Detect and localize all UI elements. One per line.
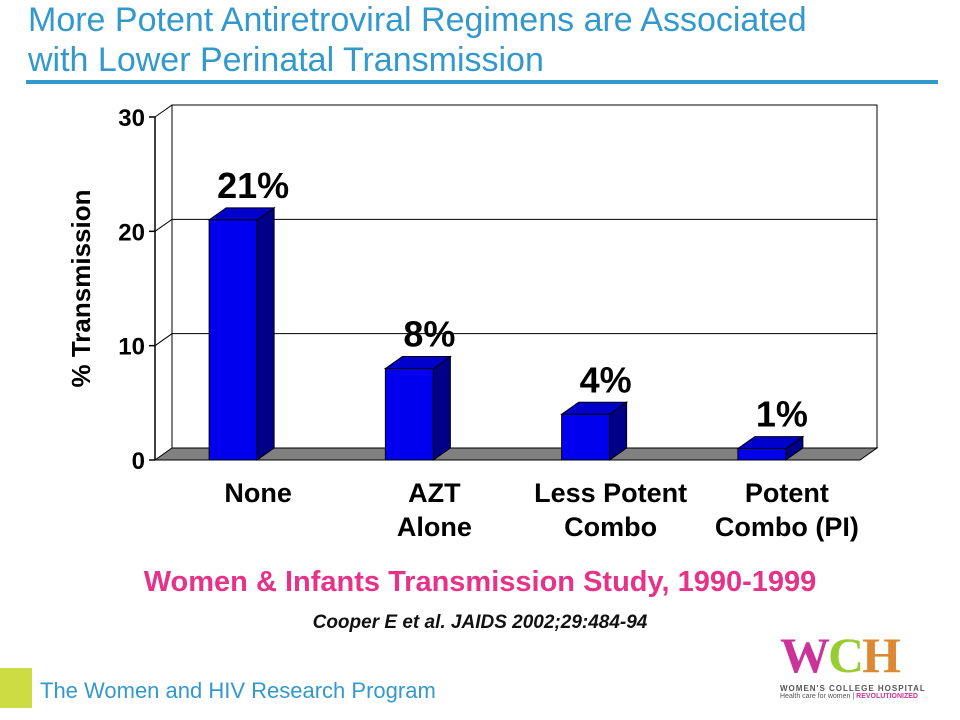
logo-tagline: Health care for women | REVOLUTIONIZED bbox=[780, 693, 918, 700]
bar-side bbox=[256, 206, 275, 461]
logo-hospital-name: WOMEN'S COLLEGE HOSPITAL bbox=[780, 684, 926, 693]
grid-line bbox=[154, 333, 877, 347]
grid-line bbox=[154, 104, 877, 118]
chart-floor bbox=[153, 447, 879, 461]
logo-letter-h: H bbox=[862, 627, 901, 683]
x-tick-label: None bbox=[224, 478, 292, 508]
data-label: 8% bbox=[403, 314, 455, 355]
chart-bars bbox=[207, 206, 805, 461]
slide-title: More Potent Antiretroviral Regimens are … bbox=[28, 0, 948, 80]
y-tick-label: 20 bbox=[118, 219, 145, 246]
title-underline bbox=[26, 80, 938, 84]
y-tick-label: 0 bbox=[132, 448, 145, 475]
bar-chart: 0 10 20 30 % Transmission 21% None 8% AZT Alone 4%… bbox=[66, 104, 879, 542]
plot-area bbox=[171, 104, 878, 449]
chart-grid bbox=[149, 104, 879, 461]
bar bbox=[737, 448, 787, 461]
data-label: 1% bbox=[756, 394, 808, 435]
citation: Cooper E et al. JAIDS 2002;29:484-94 bbox=[312, 612, 648, 633]
x-tick-label: AZT bbox=[408, 478, 461, 508]
footer-program-name: The Women and HIV Research Program bbox=[40, 678, 436, 703]
footer-accent-square bbox=[0, 668, 32, 708]
logo-tagline-end: REVOLUTIONIZED bbox=[856, 693, 918, 700]
x-tick-label: Combo bbox=[564, 512, 657, 542]
chart-text: 0 10 20 30 % Transmission 21% None 8% AZT Alone 4%… bbox=[66, 105, 859, 542]
bar bbox=[561, 413, 611, 461]
logo-letter-c: C bbox=[828, 627, 864, 683]
bar bbox=[208, 219, 258, 461]
y-tick-label: 10 bbox=[118, 334, 145, 361]
bar bbox=[384, 368, 434, 461]
x-tick-label: Alone bbox=[397, 512, 472, 542]
grid-line bbox=[154, 218, 877, 232]
wch-logo: WCH WOMEN'S COLLEGE HOSPITAL Health care… bbox=[780, 628, 940, 708]
logo-letter-w: W bbox=[780, 627, 830, 683]
study-name: Women & Infants Transmission Study, 1990… bbox=[143, 566, 817, 598]
y-tick-label: 30 bbox=[118, 105, 145, 132]
logo-letters: WCH bbox=[780, 628, 940, 682]
logo-tagline-start: Health care for women bbox=[780, 693, 851, 700]
x-tick-label: Potent bbox=[745, 478, 829, 508]
x-tick-label: Less Potent bbox=[534, 478, 687, 508]
title-line-2: with Lower Perinatal Transmission bbox=[28, 41, 544, 79]
title-line-1: More Potent Antiretroviral Regimens are … bbox=[28, 1, 807, 39]
x-tick-label: Combo (PI) bbox=[715, 512, 859, 542]
data-label: 21% bbox=[217, 165, 289, 206]
data-label: 4% bbox=[580, 359, 632, 400]
y-axis-label: % Transmission bbox=[66, 190, 96, 388]
bar-side bbox=[432, 355, 451, 461]
